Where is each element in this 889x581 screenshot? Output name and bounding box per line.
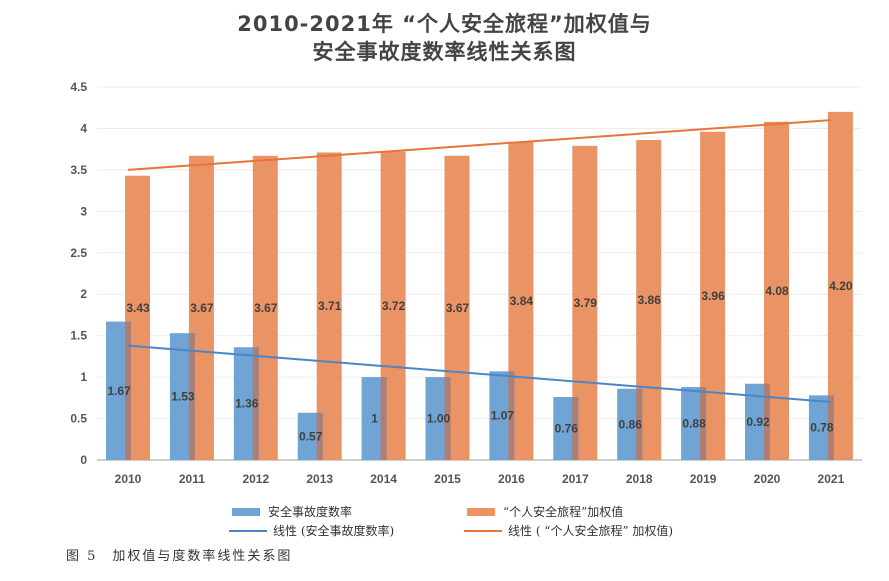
bar-overlap: [508, 371, 515, 460]
data-label-accident-rate: 1.00: [427, 412, 451, 426]
y-axis-ticks: 0 0.5 1 1.5 2 2.5 3 3.5 4 4.5: [70, 80, 87, 467]
bar-overlap: [700, 387, 707, 460]
legend-label: “个人安全旅程”加权值: [503, 505, 624, 519]
bar-overlap: [827, 395, 834, 460]
legend-label: 线性 (安全事故度数率): [273, 524, 395, 538]
data-label-accident-rate: 0.76: [555, 422, 579, 436]
y-tick-label: 3.5: [70, 163, 87, 177]
legend-line-orange: [464, 529, 502, 532]
legend-item-accident-rate: 安全事故度数率: [232, 503, 352, 520]
legend-item-weighted-trend: 线性 ( “个人安全旅程” 加权值): [464, 522, 673, 539]
legend-swatch-orange: [467, 507, 495, 516]
bar-overlap: [636, 388, 643, 460]
bar-weighted-value: [316, 152, 342, 460]
data-label-weighted-value: 3.67: [446, 301, 470, 315]
y-tick-label: 0.5: [70, 412, 87, 426]
data-label-weighted-value: 3.84: [510, 294, 534, 308]
trendlines: [127, 119, 831, 403]
data-label-weighted-value: 4.08: [765, 284, 789, 298]
data-label-accident-rate: 0.57: [299, 429, 323, 443]
bar-overlap: [188, 333, 195, 460]
x-tick-label: 2012: [242, 472, 269, 486]
legend-line-blue: [229, 529, 267, 532]
y-tick-label: 4: [80, 121, 87, 135]
data-label-weighted-value: 3.96: [701, 289, 725, 303]
trendline-accident-rate: [127, 344, 831, 403]
y-tick-label: 4.5: [70, 80, 87, 94]
x-tick-label: 2018: [626, 472, 653, 486]
x-axis-ticks: 2010 2011 2012 2013 2014 2015 2016 2017 2018 2019…: [115, 472, 845, 486]
data-label-accident-rate: 0.78: [810, 421, 834, 435]
data-label-weighted-value: 3.79: [574, 296, 598, 310]
x-tick-label: 2019: [690, 472, 717, 486]
x-tick-label: 2020: [754, 472, 781, 486]
bars: [106, 111, 853, 461]
bar-overlap: [252, 347, 259, 460]
y-tick-label: 1.5: [70, 329, 87, 343]
legend-swatch-blue: [232, 507, 260, 516]
chart-title: 2010-2021年 “个人安全旅程”加权值与: [237, 12, 652, 36]
bar-overlap: [764, 383, 770, 460]
data-label-weighted-value: 3.67: [254, 301, 278, 315]
legend-item-weighted-value: “个人安全旅程”加权值: [467, 503, 623, 520]
chart-subtitle: 安全事故度数率线性关系图: [312, 40, 577, 64]
data-label-weighted-value: 4.20: [829, 279, 853, 293]
data-label-weighted-value: 3.72: [382, 299, 406, 313]
data-label-accident-rate: 0.88: [682, 417, 706, 431]
legend-item-accident-trend: 线性 (安全事故度数率): [229, 522, 394, 539]
figure-caption: 图 5 加权值与度数率线性关系图: [66, 549, 293, 564]
data-label-accident-rate: 1.67: [107, 384, 131, 398]
data-label-accident-rate: 1: [371, 412, 378, 426]
bar-overlap: [444, 377, 451, 460]
x-tick-label: 2010: [115, 472, 142, 486]
trendline-weighted-value: [127, 119, 831, 171]
y-tick-label: 0: [80, 453, 87, 467]
gridlines: [97, 86, 862, 461]
data-label-accident-rate: 0.92: [746, 415, 770, 429]
data-label-weighted-value: 3.67: [190, 301, 214, 315]
data-label-accident-rate: 0.86: [619, 417, 643, 431]
bar-overlap: [380, 377, 387, 460]
legend-label: 线性 ( “个人安全旅程” 加权值): [508, 524, 674, 538]
data-label-weighted-value: 3.86: [638, 293, 662, 307]
x-tick-label: 2015: [434, 472, 461, 486]
data-labels: 1.67 3.43 1.53 3.67 1.36 3.67 0.57 3.71 1 3.72 1.0…: [107, 279, 853, 443]
data-label-accident-rate: 1.36: [235, 397, 259, 411]
y-tick-label: 1: [80, 370, 87, 384]
y-tick-label: 2.5: [70, 246, 87, 260]
x-tick-label: 2017: [562, 472, 589, 486]
data-label-accident-rate: 1.53: [171, 390, 195, 404]
bar-overlap: [572, 397, 579, 460]
x-tick-label: 2014: [370, 472, 397, 486]
legend-label: 安全事故度数率: [268, 505, 353, 519]
data-label-accident-rate: 1.07: [491, 409, 515, 423]
y-tick-label: 3: [80, 204, 87, 218]
bar-overlap: [125, 321, 131, 460]
bar-overlap: [316, 412, 323, 460]
x-tick-label: 2011: [179, 472, 205, 486]
x-tick-label: 2021: [818, 472, 845, 486]
x-tick-label: 2016: [498, 472, 525, 486]
y-tick-label: 2: [80, 287, 87, 301]
data-label-weighted-value: 3.71: [318, 299, 342, 313]
data-label-weighted-value: 3.43: [126, 301, 150, 315]
x-tick-label: 2013: [306, 472, 333, 486]
